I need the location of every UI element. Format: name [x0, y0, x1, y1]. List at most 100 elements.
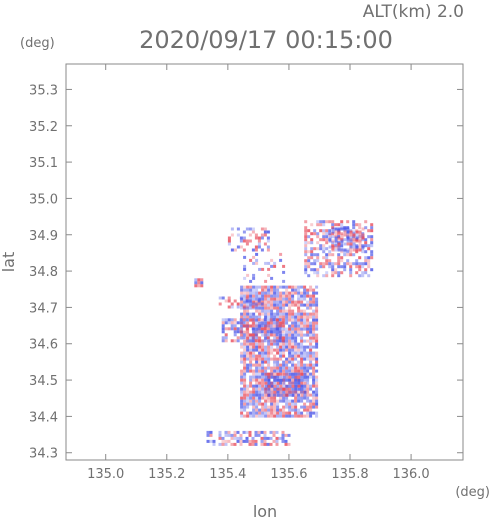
heatmap-cell: [309, 342, 313, 346]
heatmap-cell: [240, 402, 244, 406]
heatmap-cell: [243, 381, 247, 385]
heatmap-cell: [284, 433, 288, 437]
heatmap-cell: [255, 291, 259, 295]
heatmap-cell: [291, 339, 295, 343]
heatmap-cell: [334, 236, 338, 240]
heatmap-cell: [306, 339, 310, 343]
heatmap-cell: [243, 348, 247, 352]
heatmap-cell: [370, 238, 374, 242]
heatmap-cell: [255, 318, 259, 322]
heatmap-cell: [303, 408, 307, 412]
heatmap-cell: [343, 250, 347, 254]
heatmap-cell: [282, 372, 286, 376]
heatmap-cell: [358, 268, 362, 272]
heatmap-cell: [334, 230, 338, 234]
heatmap-cell: [240, 414, 244, 418]
heatmap-cell: [291, 294, 295, 298]
heatmap-cell: [246, 303, 250, 307]
heatmap-cell: [370, 244, 374, 248]
heatmap-cell: [331, 268, 335, 272]
heatmap-cell: [252, 387, 256, 391]
heatmap-cell: [334, 248, 338, 252]
heatmap-cell: [352, 245, 356, 249]
heatmap-cell: [312, 309, 316, 313]
heatmap-cell: [260, 302, 264, 306]
heatmap-cell: [328, 245, 332, 249]
heatmap-cell: [316, 235, 320, 239]
heatmap-cell: [279, 315, 283, 319]
heatmap-cell: [267, 315, 271, 319]
heatmap-cell: [294, 318, 298, 322]
heatmap-cell: [249, 291, 253, 295]
heatmap-cell: [243, 354, 247, 358]
heatmap-cell: [300, 390, 304, 394]
heatmap-cell: [288, 351, 292, 355]
heatmap-cell: [246, 351, 250, 355]
heatmap-cell: [312, 324, 316, 328]
heatmap-cell: [300, 390, 304, 394]
heatmap-cell: [243, 294, 247, 298]
heatmap-cell: [343, 238, 347, 242]
heatmap-cell: [355, 223, 359, 227]
heatmap-cell: [239, 245, 243, 249]
heatmap-cell: [255, 393, 259, 397]
heatmap-cell: [243, 300, 247, 304]
heatmap-cell: [306, 330, 310, 334]
heatmap-cell: [236, 336, 240, 340]
heatmap-cell: [322, 238, 326, 242]
heatmap-cell: [212, 439, 216, 443]
heatmap-cell: [279, 393, 283, 397]
y-tick-label: 35.1: [29, 156, 58, 171]
heatmap-cell: [249, 279, 253, 283]
heatmap-cell: [261, 372, 265, 376]
heatmap-cell: [279, 285, 283, 289]
heatmap-cell: [251, 442, 255, 446]
heatmap-cell: [240, 372, 244, 376]
heatmap-cell: [340, 248, 344, 252]
heatmap-cell: [267, 267, 271, 271]
heatmap-cell: [331, 227, 335, 231]
heatmap-cell: [270, 321, 274, 325]
heatmap-cell: [258, 336, 262, 340]
heatmap-cell: [273, 288, 277, 292]
heatmap-cell: [255, 405, 259, 409]
heatmap-cell: [282, 405, 286, 409]
heatmap-cell: [267, 399, 271, 403]
heatmap-cell: [300, 318, 304, 322]
heatmap-cell: [316, 247, 320, 251]
heatmap-cell: [255, 363, 259, 367]
heatmap-cell: [261, 411, 265, 415]
heatmap-cell: [267, 294, 271, 298]
heatmap-cell: [270, 345, 274, 349]
heatmap-cell: [267, 372, 271, 376]
heatmap-cell: [282, 294, 286, 298]
heatmap-cell: [309, 411, 313, 415]
heatmap-cell: [325, 232, 329, 236]
heatmap-cell: [310, 247, 314, 251]
heatmap-cell: [312, 303, 316, 307]
heatmap-cell: [279, 294, 283, 298]
heatmap-cell: [272, 321, 276, 325]
heatmap-cell: [282, 312, 286, 316]
heatmap-cell: [258, 348, 262, 352]
heatmap-cell: [239, 436, 243, 440]
heatmap-cell: [306, 312, 310, 316]
heatmap-cell: [258, 315, 262, 319]
heatmap-cell: [315, 387, 319, 391]
heatmap-cell: [275, 430, 279, 434]
heatmap-cell: [303, 366, 307, 370]
heatmap-cell: [248, 233, 252, 237]
heatmap-cell: [337, 256, 341, 260]
heatmap-cell: [309, 414, 313, 418]
heatmap-cell: [261, 366, 265, 370]
y-tick-label: 34.9: [29, 229, 58, 244]
heatmap-cell: [279, 309, 283, 313]
heatmap-cell: [309, 360, 313, 364]
heatmap-cell: [355, 250, 359, 254]
heatmap-cell: [315, 354, 319, 358]
heatmap-cell: [261, 414, 265, 418]
heatmap-cell: [275, 436, 279, 440]
heatmap-cell: [227, 321, 231, 325]
heatmap-cell: [352, 253, 356, 257]
heatmap-cell: [251, 248, 255, 252]
